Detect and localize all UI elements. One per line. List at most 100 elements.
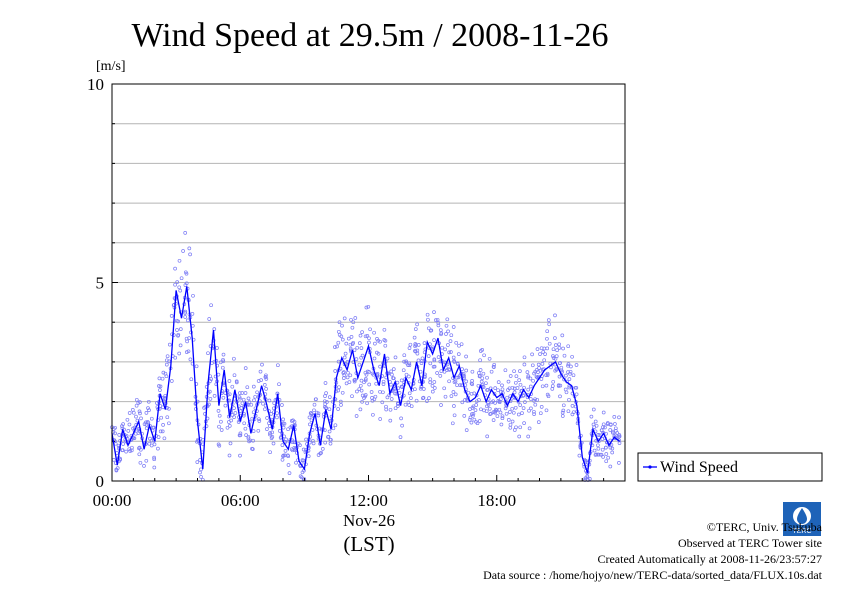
data-point: [277, 382, 281, 387]
data-point: [177, 258, 182, 263]
data-point: [189, 377, 194, 382]
data-point: [568, 369, 573, 374]
data-point: [133, 431, 138, 436]
data-point: [564, 390, 569, 395]
data-point: [138, 411, 142, 416]
data-point: [500, 387, 505, 392]
data-point: [451, 355, 456, 360]
raw-data-points: [110, 231, 622, 482]
data-point: [503, 368, 508, 373]
data-point: [147, 408, 151, 412]
data-point: [237, 391, 242, 395]
data-point: [536, 362, 541, 367]
data-point: [333, 345, 337, 349]
data-point: [161, 423, 165, 427]
data-point: [344, 341, 349, 346]
plot-frame: [111, 83, 626, 482]
data-point: [329, 414, 334, 419]
observed-text: Observed at TERC Tower site: [677, 536, 822, 550]
data-point: [522, 355, 527, 360]
data-point: [409, 404, 414, 409]
data-point: [359, 378, 364, 383]
data-point: [115, 466, 120, 470]
data-point: [342, 370, 346, 374]
data-point: [430, 384, 435, 388]
data-point: [522, 385, 526, 390]
data-point: [352, 348, 357, 353]
data-point: [199, 467, 203, 472]
data-point: [495, 414, 500, 418]
data-point: [250, 447, 255, 451]
data-point: [215, 346, 219, 350]
data-point: [175, 280, 180, 284]
data-point: [535, 347, 540, 351]
data-point: [492, 362, 497, 367]
data-point: [333, 369, 338, 373]
data-point: [428, 380, 433, 385]
data-point: [574, 363, 579, 367]
data-point: [387, 393, 392, 398]
data-point: [527, 426, 532, 431]
data-point: [357, 387, 362, 391]
data-point: [545, 336, 549, 341]
data-point: [554, 354, 559, 359]
data-point: [471, 413, 475, 418]
data-point: [556, 383, 561, 388]
data-point: [468, 415, 473, 420]
data-point: [425, 399, 429, 403]
data-point: [286, 463, 291, 467]
data-point: [247, 439, 251, 444]
data-point: [492, 392, 497, 396]
data-point: [137, 445, 142, 450]
data-point: [325, 400, 329, 404]
data-point: [382, 327, 387, 332]
data-point: [484, 381, 488, 386]
data-point: [243, 366, 248, 370]
data-point: [428, 328, 433, 333]
data-point: [482, 353, 486, 358]
data-point: [181, 249, 185, 253]
data-point: [178, 327, 183, 331]
data-point: [328, 441, 333, 446]
data-point: [219, 428, 224, 432]
data-point: [280, 443, 285, 447]
data-point: [454, 340, 459, 345]
data-point: [349, 317, 353, 322]
data-point: [499, 422, 504, 427]
data-point: [436, 355, 441, 359]
data-point: [146, 399, 151, 404]
data-point: [263, 375, 268, 379]
data-point: [381, 382, 386, 386]
data-point: [610, 446, 615, 451]
data-point: [338, 399, 343, 404]
data-point: [415, 348, 420, 353]
data-point: [518, 369, 522, 373]
data-point: [242, 421, 247, 426]
data-point: [357, 362, 362, 367]
data-point: [514, 374, 519, 379]
data-point: [451, 390, 456, 394]
data-point: [376, 338, 381, 343]
data-point: [336, 388, 341, 393]
data-point: [504, 411, 509, 416]
data-point: [340, 337, 345, 342]
data-point: [378, 339, 382, 344]
data-point: [506, 379, 511, 384]
data-point: [360, 353, 365, 358]
data-point: [223, 403, 228, 408]
data-point: [174, 318, 179, 323]
data-point: [464, 379, 469, 384]
data-point: [517, 434, 522, 439]
data-point: [477, 419, 482, 423]
data-point: [251, 410, 256, 415]
data-point: [566, 370, 570, 374]
data-point: [455, 362, 460, 366]
data-point: [508, 425, 513, 430]
data-point: [521, 406, 526, 410]
data-point: [207, 389, 212, 394]
data-point: [538, 352, 542, 356]
data-point: [346, 336, 351, 341]
data-point: [479, 407, 483, 412]
data-point: [270, 435, 275, 439]
data-point: [404, 359, 408, 364]
